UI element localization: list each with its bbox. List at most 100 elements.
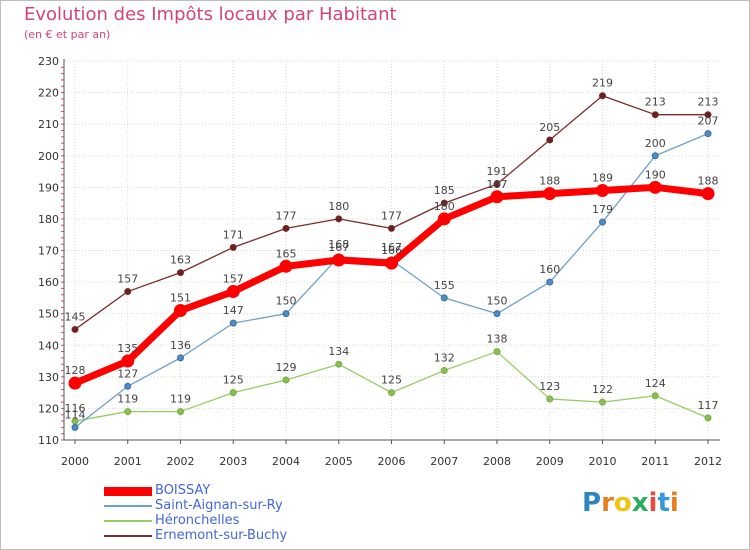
data-label-boissay: 189 [592,171,613,184]
data-label-heronchelles: 124 [645,377,666,390]
data-label-heronchelles: 129 [276,361,297,374]
data-label-ernemont: 185 [434,184,455,197]
data-label-heronchelles: 122 [592,383,613,396]
data-label-ernemont: 177 [381,209,402,222]
data-point-saint-aignan [177,354,184,362]
data-point-ernemont [229,243,237,251]
data-label-heronchelles: 125 [223,374,244,387]
data-label-saint-aignan: 207 [698,115,719,128]
data-point-heronchelles [440,367,448,375]
data-point-heronchelles [599,398,606,406]
data-label-ernemont: 157 [117,273,138,286]
data-label-boissay: 180 [434,200,455,213]
x-tick-label: 2000 [61,455,89,468]
data-label-saint-aignan: 150 [276,295,297,308]
y-tick-label: 220 [38,87,59,100]
data-label-ernemont: 219 [592,77,613,90]
x-tick-label: 2007 [430,455,458,468]
x-tick-label: 2004 [272,455,300,468]
data-point-boissay [174,304,187,318]
legend-swatch-heronchelles [104,520,152,522]
data-label-saint-aignan: 179 [592,203,613,216]
data-point-ernemont [493,180,501,188]
y-tick-label: 140 [38,339,59,352]
data-point-heronchelles [335,360,343,368]
data-label-boissay: 135 [117,342,138,355]
x-tick-label: 2012 [694,455,722,468]
data-label-ernemont: 177 [276,209,297,222]
chart-title: Evolution des Impôts locaux par Habitant [24,4,397,25]
data-label-ernemont: 163 [170,254,191,267]
data-label-ernemont: 205 [539,121,560,134]
data-label-heronchelles: 119 [117,393,138,406]
x-tick-label: 2001 [114,455,142,468]
data-point-ernemont [440,199,448,207]
data-label-saint-aignan: 114 [65,408,86,421]
data-point-ernemont [388,224,395,232]
x-tick-label: 2010 [589,455,617,468]
y-tick-label: 190 [38,181,59,194]
legend-label-saint-aignan: Saint-Aignan-sur-Ry [155,498,283,513]
data-point-boissay [385,256,398,270]
data-label-saint-aignan: 168 [328,238,349,251]
logo-letter: i [669,488,679,518]
logo-letter: t [657,488,670,518]
data-point-boissay [279,259,293,273]
y-tick-label: 160 [38,276,59,289]
data-point-boissay [543,187,557,201]
data-label-saint-aignan: 160 [539,263,560,276]
legend-swatch-ernemont [104,535,152,537]
y-tick-label: 130 [38,371,59,384]
data-point-ernemont [71,325,79,333]
data-point-ernemont [704,111,712,119]
data-point-saint-aignan [493,310,501,318]
data-point-saint-aignan [440,294,448,302]
data-label-saint-aignan: 147 [223,304,244,317]
x-tick-label: 2009 [536,455,564,468]
y-tick-label: 210 [38,118,59,131]
data-point-ernemont [546,136,554,144]
x-tick-label: 2011 [641,455,669,468]
data-label-boissay: 188 [698,175,719,188]
data-point-boissay [226,285,240,299]
data-point-heronchelles [493,348,501,356]
data-point-boissay [332,253,346,267]
data-label-ernemont: 213 [645,96,666,109]
data-point-heronchelles [546,395,554,403]
data-point-saint-aignan [124,382,132,390]
data-label-heronchelles: 117 [698,399,719,412]
x-tick-label: 2006 [378,455,406,468]
data-label-heronchelles: 116 [65,402,86,415]
data-label-boissay: 166 [381,244,402,257]
data-label-boissay: 151 [170,292,191,305]
data-point-heronchelles [124,408,132,416]
data-label-ernemont: 191 [487,165,508,178]
legend-swatch-saint-aignan [104,505,152,507]
data-label-saint-aignan: 127 [117,367,138,380]
data-point-heronchelles [282,376,290,384]
data-label-heronchelles: 119 [170,393,191,406]
data-point-saint-aignan [282,310,290,318]
data-label-heronchelles: 132 [434,352,455,365]
data-label-ernemont: 180 [328,200,349,213]
proxiti-logo: Proxiti [582,488,679,518]
data-point-heronchelles [388,389,395,397]
data-point-saint-aignan [599,218,606,226]
legend-label-heronchelles: Héronchelles [155,513,240,528]
logo-letter: r [601,488,614,518]
data-point-saint-aignan [546,278,554,286]
x-tick-label: 2005 [325,455,353,468]
y-tick-label: 170 [38,245,59,258]
data-point-ernemont [651,111,659,119]
data-label-boissay: 188 [539,175,560,188]
data-label-boissay: 157 [223,273,244,286]
logo-letter: x [631,488,649,518]
data-point-saint-aignan [651,152,659,160]
data-point-ernemont [599,92,606,100]
data-point-heronchelles [229,389,237,397]
data-label-boissay: 128 [65,364,86,377]
data-point-ernemont [177,269,184,277]
data-point-heronchelles [704,414,712,422]
